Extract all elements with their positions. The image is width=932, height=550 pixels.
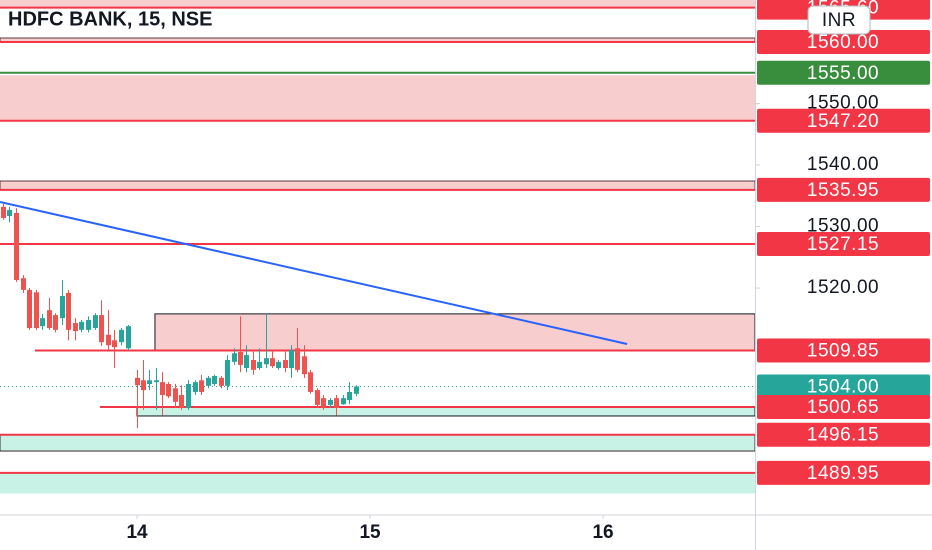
candle-body [199, 380, 204, 392]
price-badge-label: 1535.95 [807, 180, 879, 201]
candle-body [289, 350, 294, 368]
candle-body [283, 360, 288, 368]
price-axis: 1520.001530.001540.001550.001560.001565.… [756, 0, 930, 485]
x-tick-label: 15 [359, 522, 381, 543]
candle-body [166, 383, 171, 397]
candle-body [244, 355, 249, 368]
candle-body [86, 320, 91, 330]
candle-body [225, 360, 230, 386]
price-badge [757, 374, 930, 399]
candle-body [328, 399, 333, 405]
x-tick-label: 14 [126, 522, 148, 543]
y-tick-label: 1540.00 [807, 154, 879, 175]
candle-body [179, 395, 184, 408]
candle-body [321, 398, 326, 408]
candle-body [53, 315, 58, 330]
candle-body [112, 340, 117, 348]
candle-body [219, 377, 224, 386]
candle-body [40, 318, 45, 327]
price-badge-label: 1555.00 [807, 63, 879, 84]
trend-line [0, 200, 628, 345]
candle-body [99, 315, 104, 343]
candle-body [186, 383, 191, 408]
price-badge-label: 1500.65 [807, 397, 879, 418]
candle-body [147, 380, 152, 384]
zone [0, 180, 755, 191]
price-badge [757, 395, 930, 420]
candle-body [73, 323, 78, 332]
candle-body [251, 360, 256, 370]
time-axis: 14 15 16 [126, 515, 614, 543]
price-badge [757, 60, 930, 85]
candle-body [119, 329, 124, 343]
zone [0, 75, 755, 121]
zone [136, 406, 755, 417]
price-badge-label: 1489.95 [807, 463, 879, 484]
candle-body [79, 321, 84, 330]
currency-label: INR [822, 10, 856, 31]
candle-body [302, 356, 307, 375]
candle-body [14, 212, 19, 281]
price-badge [757, 108, 930, 133]
y-tick-label: 1550.00 [807, 93, 879, 114]
candle-body [7, 209, 12, 217]
candle-body [193, 382, 198, 392]
candle-body [276, 361, 281, 368]
candle-body [1, 206, 6, 218]
candle-body [354, 386, 359, 394]
price-badge-label: 1504.00 [807, 376, 879, 397]
y-tick-label: 1520.00 [807, 277, 879, 298]
price-badge [757, 30, 930, 55]
candle-body [334, 398, 339, 408]
candle-body [34, 292, 39, 329]
zone [0, 0, 755, 8]
candle-body [160, 382, 165, 396]
candle-body [106, 334, 111, 346]
overlay: HDFC BANK, 15, NSE INR [8, 5, 871, 35]
candle-body [47, 310, 52, 329]
candle-body [66, 292, 71, 330]
candle-body [238, 352, 243, 365]
candle-body [173, 388, 178, 402]
candle-body [315, 390, 320, 405]
price-badge [757, 177, 930, 202]
price-badge [757, 422, 930, 447]
candle-body [270, 358, 275, 367]
y-tick-label: 1530.00 [807, 216, 879, 237]
zone [0, 434, 755, 452]
candle-body [232, 353, 237, 362]
chart-title: HDFC BANK, 15, NSE [8, 8, 212, 30]
candle-body [257, 361, 262, 368]
candle-body [93, 315, 98, 329]
candle-body [206, 377, 211, 386]
candle-body [347, 391, 352, 400]
price-badge [757, 338, 930, 363]
price-badge [757, 232, 930, 257]
zone [154, 313, 755, 351]
price-badge-label: 1547.20 [807, 111, 879, 132]
candle-body [154, 380, 159, 383]
currency-box [807, 5, 871, 35]
candle-body [212, 375, 217, 384]
candle-body [27, 289, 32, 329]
candle-body [126, 326, 131, 349]
price-badge-label: 1509.85 [807, 340, 879, 361]
price-badge-label: 1560.00 [807, 32, 879, 53]
plot-area [0, 0, 755, 494]
candle-body [21, 278, 26, 290]
candle-body [295, 348, 300, 370]
candle-body [341, 398, 346, 405]
candle-body [135, 377, 140, 386]
candle-body [264, 358, 269, 365]
price-badge-label: 1527.15 [807, 234, 879, 255]
candle-body [60, 296, 65, 319]
zone [0, 472, 755, 494]
price-badge [757, 460, 930, 485]
candle-body [141, 380, 146, 391]
candle-body [308, 372, 313, 392]
price-badge-label: 1496.15 [807, 425, 879, 446]
x-tick-label: 16 [592, 522, 613, 543]
